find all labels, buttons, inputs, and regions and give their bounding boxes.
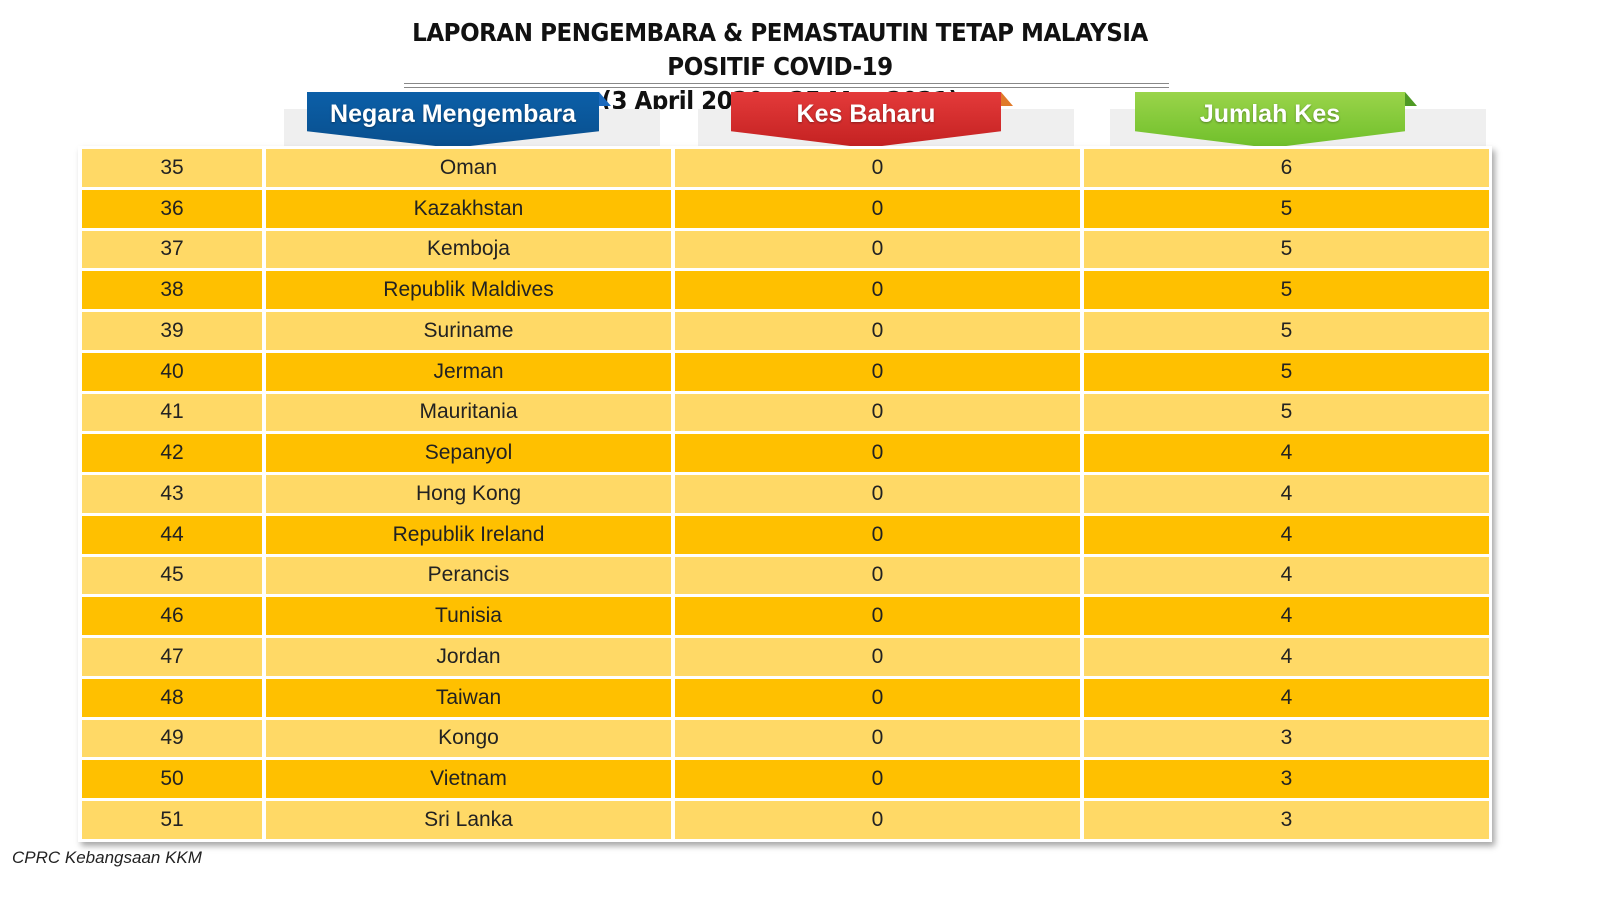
new-cases-cell: 0 (675, 230, 1080, 269)
new-cases-cell: 0 (675, 149, 1080, 187)
row-number-cell: 51 (82, 801, 262, 839)
new-cases-cell: 0 (675, 434, 1080, 472)
column-header-country: Negara Mengembara (307, 92, 611, 148)
row-number-cell: 50 (82, 760, 262, 798)
country-cell: Vietnam (266, 760, 671, 798)
country-cell: Suriname (266, 312, 671, 350)
source-footer: CPRC Kebangsaan KKM (12, 848, 202, 867)
table-row: 41 Mauritania 0 5 (82, 393, 1489, 432)
row-number-cell: 40 (82, 352, 262, 391)
row-number-cell: 39 (82, 312, 262, 350)
country-cases-table: 35 Oman 0 6 36 Kazakhstan 0 5 37 Kemboja 0 5 38 Repub… (78, 146, 1493, 842)
table-row: 45 Perancis 0 4 (82, 556, 1489, 595)
row-number-cell: 46 (82, 597, 262, 635)
row-number-cell: 42 (82, 434, 262, 472)
country-cell: Hong Kong (266, 475, 671, 513)
new-cases-cell: 0 (675, 271, 1080, 309)
country-cell: Mauritania (266, 393, 671, 432)
total-cases-cell: 4 (1084, 678, 1489, 717)
new-cases-cell: 0 (675, 597, 1080, 635)
country-cell: Kongo (266, 719, 671, 758)
new-cases-cell: 0 (675, 678, 1080, 717)
total-cases-cell: 4 (1084, 556, 1489, 595)
total-cases-cell: 3 (1084, 719, 1489, 758)
total-cases-cell: 4 (1084, 475, 1489, 513)
row-number-cell: 44 (82, 515, 262, 554)
row-number-cell: 36 (82, 189, 262, 228)
country-cell: Kazakhstan (266, 189, 671, 228)
new-cases-cell: 0 (675, 719, 1080, 758)
title-line-1: LAPORAN PENGEMBARA & PEMASTAUTIN TETAP M… (412, 18, 1148, 81)
row-number-cell: 49 (82, 719, 262, 758)
column-header-total-cases-label: Jumlah Kes (1135, 92, 1405, 148)
country-cell: Kemboja (266, 230, 671, 269)
table-row: 36 Kazakhstan 0 5 (82, 189, 1489, 228)
table-row: 51 Sri Lanka 0 3 (82, 801, 1489, 839)
column-header-total-cases: Jumlah Kes (1135, 92, 1417, 148)
table-row: 35 Oman 0 6 (82, 149, 1489, 187)
column-header-new-cases: Kes Baharu (731, 92, 1013, 148)
row-number-cell: 47 (82, 638, 262, 676)
country-cell: Sri Lanka (266, 801, 671, 839)
row-number-cell: 35 (82, 149, 262, 187)
country-cell: Taiwan (266, 678, 671, 717)
new-cases-cell: 0 (675, 475, 1080, 513)
new-cases-cell: 0 (675, 393, 1080, 432)
row-number-cell: 48 (82, 678, 262, 717)
table-row: 40 Jerman 0 5 (82, 352, 1489, 391)
new-cases-cell: 0 (675, 556, 1080, 595)
table-row: 39 Suriname 0 5 (82, 312, 1489, 350)
new-cases-cell: 0 (675, 760, 1080, 798)
country-cell: Republik Ireland (266, 515, 671, 554)
table-row: 44 Republik Ireland 0 4 (82, 515, 1489, 554)
title-divider (404, 83, 1169, 88)
country-cell: Tunisia (266, 597, 671, 635)
row-number-cell: 37 (82, 230, 262, 269)
total-cases-cell: 4 (1084, 597, 1489, 635)
new-cases-cell: 0 (675, 801, 1080, 839)
country-cell: Sepanyol (266, 434, 671, 472)
row-number-cell: 43 (82, 475, 262, 513)
total-cases-cell: 5 (1084, 312, 1489, 350)
table-row: 47 Jordan 0 4 (82, 638, 1489, 676)
table-row: 37 Kemboja 0 5 (82, 230, 1489, 269)
row-number-cell: 41 (82, 393, 262, 432)
total-cases-cell: 5 (1084, 393, 1489, 432)
total-cases-cell: 4 (1084, 434, 1489, 472)
total-cases-cell: 3 (1084, 801, 1489, 839)
ribbon-fold-icon (1405, 92, 1417, 106)
total-cases-cell: 5 (1084, 189, 1489, 228)
total-cases-cell: 4 (1084, 515, 1489, 554)
country-cell: Republik Maldives (266, 271, 671, 309)
new-cases-cell: 0 (675, 515, 1080, 554)
country-cell: Jerman (266, 352, 671, 391)
table-row: 38 Republik Maldives 0 5 (82, 271, 1489, 309)
table-row: 49 Kongo 0 3 (82, 719, 1489, 758)
total-cases-cell: 5 (1084, 230, 1489, 269)
column-header-new-cases-label: Kes Baharu (731, 92, 1001, 148)
new-cases-cell: 0 (675, 189, 1080, 228)
new-cases-cell: 0 (675, 352, 1080, 391)
country-cell: Jordan (266, 638, 671, 676)
total-cases-cell: 5 (1084, 352, 1489, 391)
country-cell: Perancis (266, 556, 671, 595)
total-cases-cell: 6 (1084, 149, 1489, 187)
new-cases-cell: 0 (675, 312, 1080, 350)
table-row: 46 Tunisia 0 4 (82, 597, 1489, 635)
row-number-cell: 45 (82, 556, 262, 595)
table-row: 48 Taiwan 0 4 (82, 678, 1489, 717)
country-cell: Oman (266, 149, 671, 187)
table-row: 43 Hong Kong 0 4 (82, 475, 1489, 513)
table-row: 50 Vietnam 0 3 (82, 760, 1489, 798)
table-row: 42 Sepanyol 0 4 (82, 434, 1489, 472)
total-cases-cell: 5 (1084, 271, 1489, 309)
new-cases-cell: 0 (675, 638, 1080, 676)
total-cases-cell: 3 (1084, 760, 1489, 798)
column-header-country-label: Negara Mengembara (307, 92, 599, 148)
row-number-cell: 38 (82, 271, 262, 309)
total-cases-cell: 4 (1084, 638, 1489, 676)
